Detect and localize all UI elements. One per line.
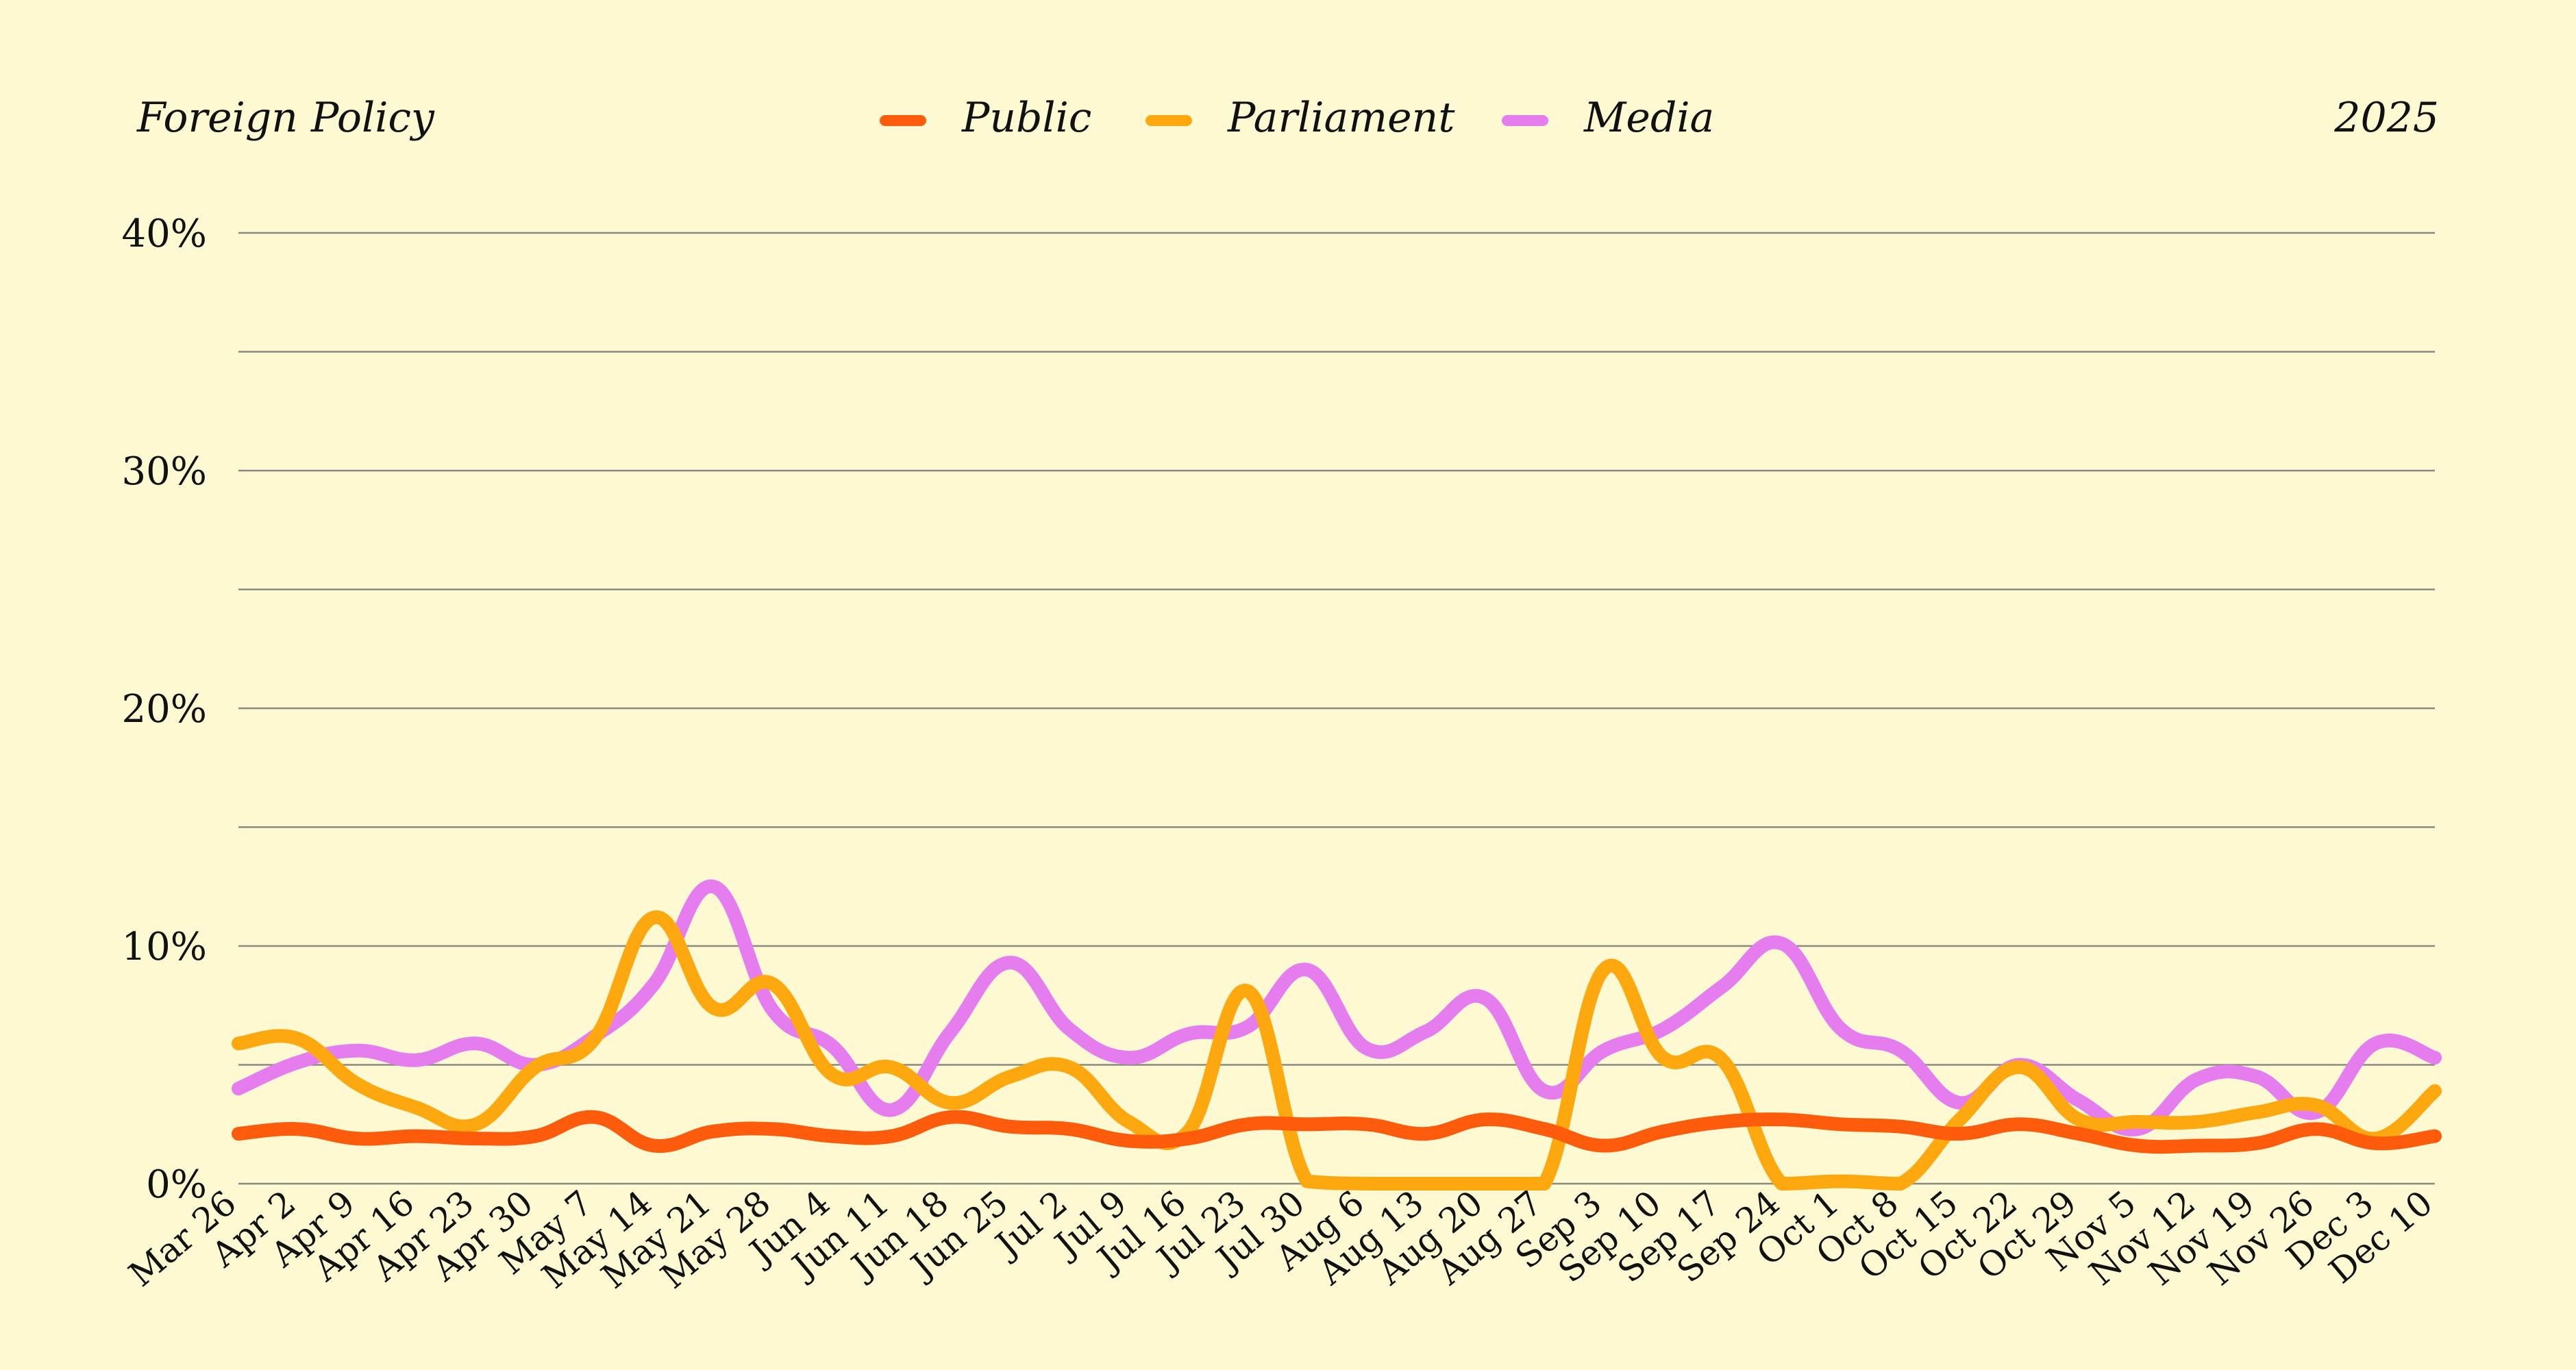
- y-tick-label: 10%: [122, 925, 207, 969]
- y-tick-label: 40%: [122, 212, 207, 256]
- series-lines: [232, 880, 2442, 1191]
- y-tick-label: 20%: [122, 687, 207, 732]
- legend-label: Public: [961, 94, 1091, 142]
- y-tick-label: 0%: [146, 1162, 207, 1207]
- y-axis-ticks: 0% 10% 20% 30% 40%: [122, 212, 207, 1207]
- legend-item-parliament: Parliament: [1145, 94, 1455, 142]
- series-line-parliament: [232, 910, 2442, 1191]
- legend-item-media: Media: [1502, 94, 1714, 142]
- legend-label: Parliament: [1227, 94, 1455, 142]
- chart-year: 2025: [2333, 94, 2439, 142]
- series-line-media: [232, 880, 2442, 1137]
- series-line-public: [232, 1110, 2442, 1154]
- legend-label: Media: [1583, 94, 1714, 142]
- gridlines: [238, 232, 2435, 1185]
- y-tick-label: 30%: [122, 449, 207, 494]
- legend-item-public: Public: [880, 94, 1091, 142]
- chart-title: Foreign Policy: [136, 94, 435, 142]
- legend: Public Parliament Media: [880, 94, 1714, 142]
